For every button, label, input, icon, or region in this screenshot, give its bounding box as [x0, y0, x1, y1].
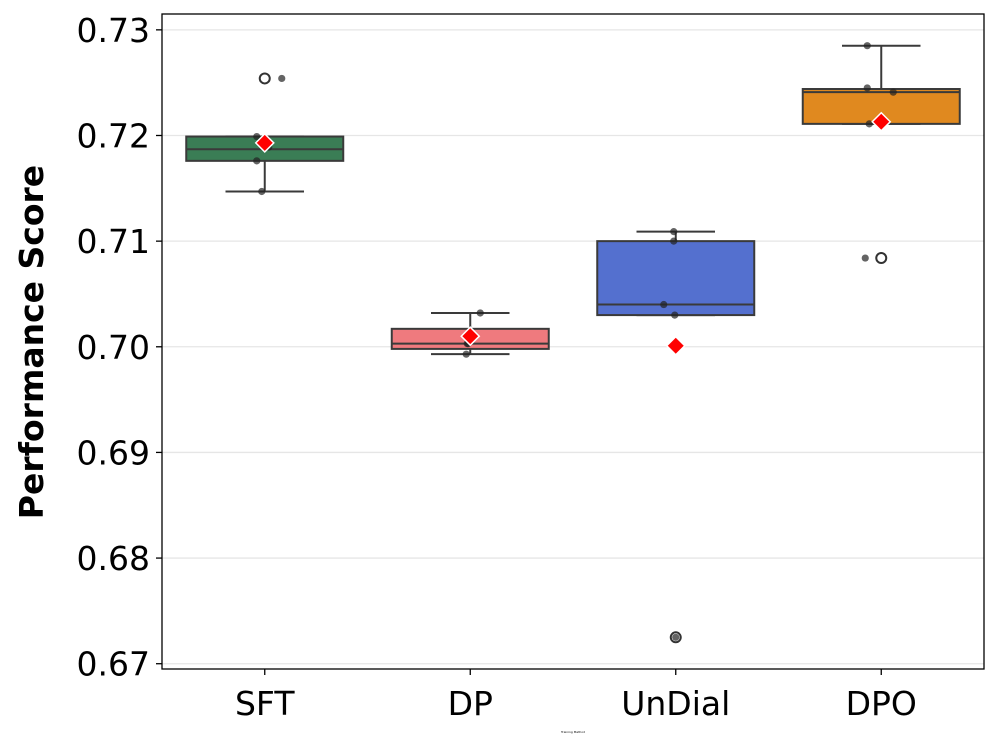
box-dp: [390, 309, 550, 358]
data-point: [278, 74, 286, 83]
y-tick-label: 0.71: [77, 222, 150, 261]
y-tick-label: 0.68: [77, 539, 150, 578]
y-tick-label: 0.72: [77, 116, 150, 155]
outlier-marker: [258, 72, 271, 85]
plot-frame: [161, 13, 985, 670]
mean-marker: [665, 335, 686, 356]
y-tick-label: 0.67: [77, 645, 150, 684]
data-point: [863, 84, 871, 92]
y-tick-label: 0.70: [77, 328, 150, 367]
data-point: [865, 120, 873, 128]
x-tick-label: UnDial: [621, 684, 730, 723]
data-point: [462, 350, 470, 358]
x-axis-label: Training Method: [560, 730, 585, 734]
data-point: [889, 88, 897, 96]
data-point: [670, 228, 678, 236]
data-point: [861, 254, 869, 262]
data-point: [671, 311, 679, 319]
mean-marker: [460, 326, 481, 347]
data-point: [670, 237, 678, 245]
data-point: [253, 132, 261, 141]
x-tick-label: DP: [448, 684, 493, 723]
box-sft: [185, 72, 345, 196]
x-tick-label: DPO: [846, 684, 917, 723]
grid-lines: [162, 29, 984, 665]
y-axis-label: Performance Score: [12, 165, 51, 519]
box-iqr: [596, 240, 756, 317]
mean-marker: [871, 111, 892, 132]
data-point: [258, 187, 266, 196]
data-point: [660, 300, 668, 309]
data-point: [672, 633, 680, 641]
x-tick-label: SFT: [235, 684, 295, 723]
data-point: [863, 42, 871, 50]
box-undial: [596, 228, 756, 644]
y-axis: 0.67 0.68 0.69 0.70 0.71 0.72 0.73: [77, 11, 162, 684]
boxes: [185, 42, 961, 644]
mean-marker: [254, 132, 275, 153]
data-point: [253, 157, 261, 165]
y-tick-label: 0.69: [77, 433, 150, 472]
y-tick-label: 0.73: [77, 11, 150, 50]
outlier-marker: [669, 631, 682, 644]
x-axis: SFT DP UnDial DPO: [235, 669, 917, 723]
outlier-marker: [875, 252, 888, 265]
box-dpo: [801, 42, 961, 265]
data-point: [476, 309, 484, 317]
